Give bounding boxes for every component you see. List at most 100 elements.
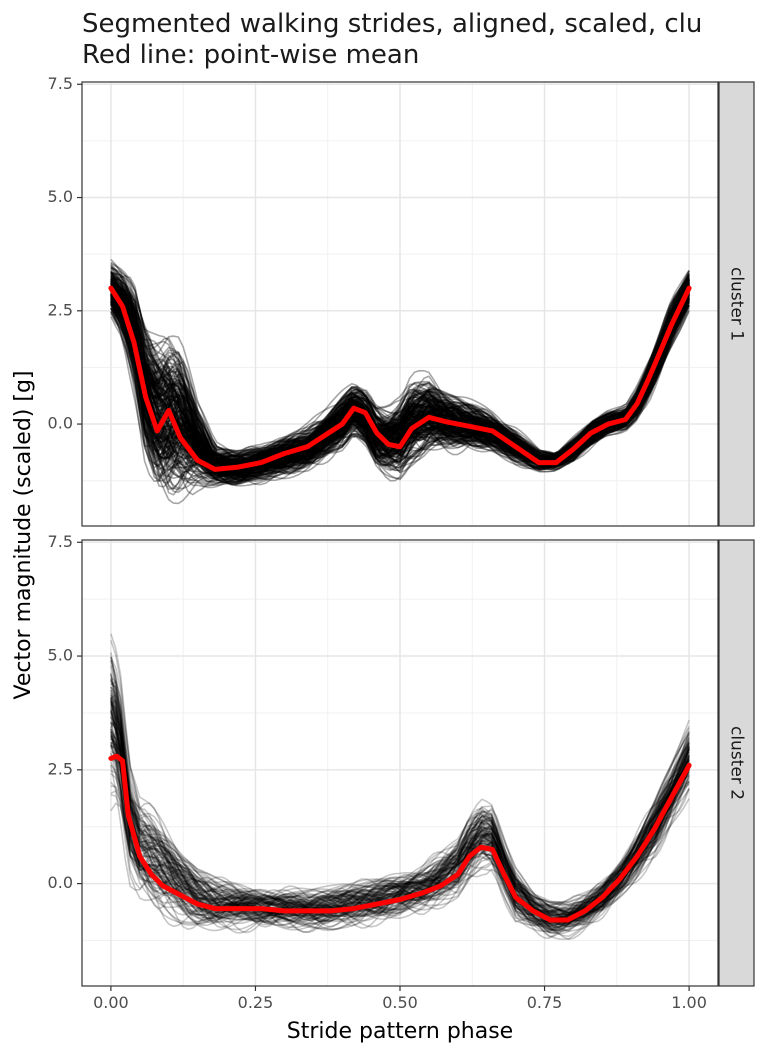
stride-line <box>110 714 690 932</box>
stride-line <box>110 276 690 462</box>
stride-line <box>110 283 690 479</box>
stride-line <box>110 744 690 925</box>
stride-line <box>110 753 690 931</box>
stride-line <box>110 676 690 917</box>
stride-line <box>110 275 690 475</box>
stride-line <box>110 263 690 461</box>
stride-line <box>110 293 690 474</box>
y-tick-label: 5.0 <box>48 646 73 665</box>
stride-line <box>110 295 690 475</box>
stride-line <box>110 270 690 469</box>
stride-line <box>110 656 690 917</box>
stride-line <box>110 298 690 477</box>
stride-line <box>110 674 690 920</box>
stride-line <box>110 269 690 460</box>
stride-line <box>110 757 690 926</box>
stride-line <box>110 284 690 476</box>
stride-line <box>110 716 690 922</box>
stride-line <box>110 697 690 916</box>
stride-line <box>110 281 690 460</box>
stride-line <box>110 290 690 483</box>
stride-line <box>110 665 690 920</box>
stride-line <box>110 722 690 927</box>
stride-line <box>110 699 690 912</box>
stride-line <box>110 272 690 460</box>
stride-line <box>110 276 690 463</box>
stride-line <box>110 728 690 924</box>
stride-line <box>110 297 690 483</box>
stride-line <box>110 278 690 475</box>
stride-line <box>110 275 690 468</box>
stride-line <box>110 281 690 476</box>
stride-line <box>110 705 690 915</box>
stride-line <box>110 292 690 470</box>
stride-line <box>110 764 690 925</box>
y-axis-title: Vector magnitude (scaled) [g] <box>11 370 36 699</box>
facet-panels: cluster 1 0.0 2.5 5.0 7.5 cluster 2 0.0 2.5 5.0 7… <box>48 74 755 1012</box>
stride-line <box>110 292 690 476</box>
strip-label: cluster 1 <box>727 267 747 341</box>
stride-line <box>110 294 690 475</box>
stride-line <box>110 773 690 938</box>
stride-line <box>110 660 690 907</box>
stride-line <box>110 291 690 483</box>
stride-line <box>110 703 690 921</box>
y-tick-label: 5.0 <box>48 187 73 206</box>
stride-line <box>110 280 690 472</box>
stride-line <box>110 283 690 474</box>
stride-line <box>110 751 690 928</box>
stride-line <box>110 283 690 467</box>
y-tick-label: 2.5 <box>48 759 73 778</box>
stride-line <box>110 294 690 496</box>
stride-line <box>110 277 690 464</box>
stride-line <box>110 660 690 917</box>
stride-line <box>110 270 690 463</box>
stride-line <box>110 695 690 919</box>
chart-title-line-2: Red line: point-wise mean <box>82 40 419 70</box>
stride-line <box>110 271 690 470</box>
stride-line <box>110 672 690 932</box>
stride-line <box>110 731 690 926</box>
stride-line <box>110 267 690 465</box>
stride-line <box>110 738 690 935</box>
stride-line <box>110 290 690 477</box>
stride-line <box>110 291 690 474</box>
stride-line <box>110 745 690 931</box>
stride-line <box>110 273 690 476</box>
stride-line <box>110 734 690 923</box>
stride-line <box>110 282 690 474</box>
stride-line <box>110 680 690 921</box>
stride-line <box>110 310 690 487</box>
stride-line <box>110 279 690 465</box>
stride-line <box>110 284 690 478</box>
stride-line <box>110 299 690 476</box>
stride-line <box>110 686 690 920</box>
stride-traces <box>108 633 692 941</box>
panel-1: cluster 1 0.0 2.5 5.0 7.5 <box>48 74 755 527</box>
x-axis-title: Stride pattern phase <box>287 1019 513 1044</box>
stride-line <box>110 699 690 921</box>
stride-line <box>110 287 690 484</box>
stride-line <box>110 299 690 479</box>
stride-line <box>110 712 690 933</box>
y-tick-label: 2.5 <box>48 300 73 319</box>
panel-2: cluster 2 0.0 2.5 5.0 7.5 0.00 0.25 0.50 0.75 1.0… <box>48 532 755 1012</box>
stride-line <box>110 267 690 456</box>
strip-background <box>718 539 755 987</box>
stride-line <box>110 697 690 917</box>
stride-line <box>110 279 690 462</box>
stride-line <box>110 298 690 480</box>
stride-line <box>110 271 690 475</box>
stride-line <box>110 272 690 465</box>
y-tick-label: 7.5 <box>48 532 73 551</box>
stride-line <box>110 781 690 941</box>
y-tick-label: 0.0 <box>48 873 73 892</box>
stride-line <box>110 693 690 914</box>
stride-line <box>110 302 690 484</box>
stride-line <box>110 698 690 910</box>
mean-line <box>108 753 692 923</box>
stride-line <box>110 720 690 928</box>
stride-line <box>110 290 690 475</box>
stride-line <box>110 693 690 928</box>
